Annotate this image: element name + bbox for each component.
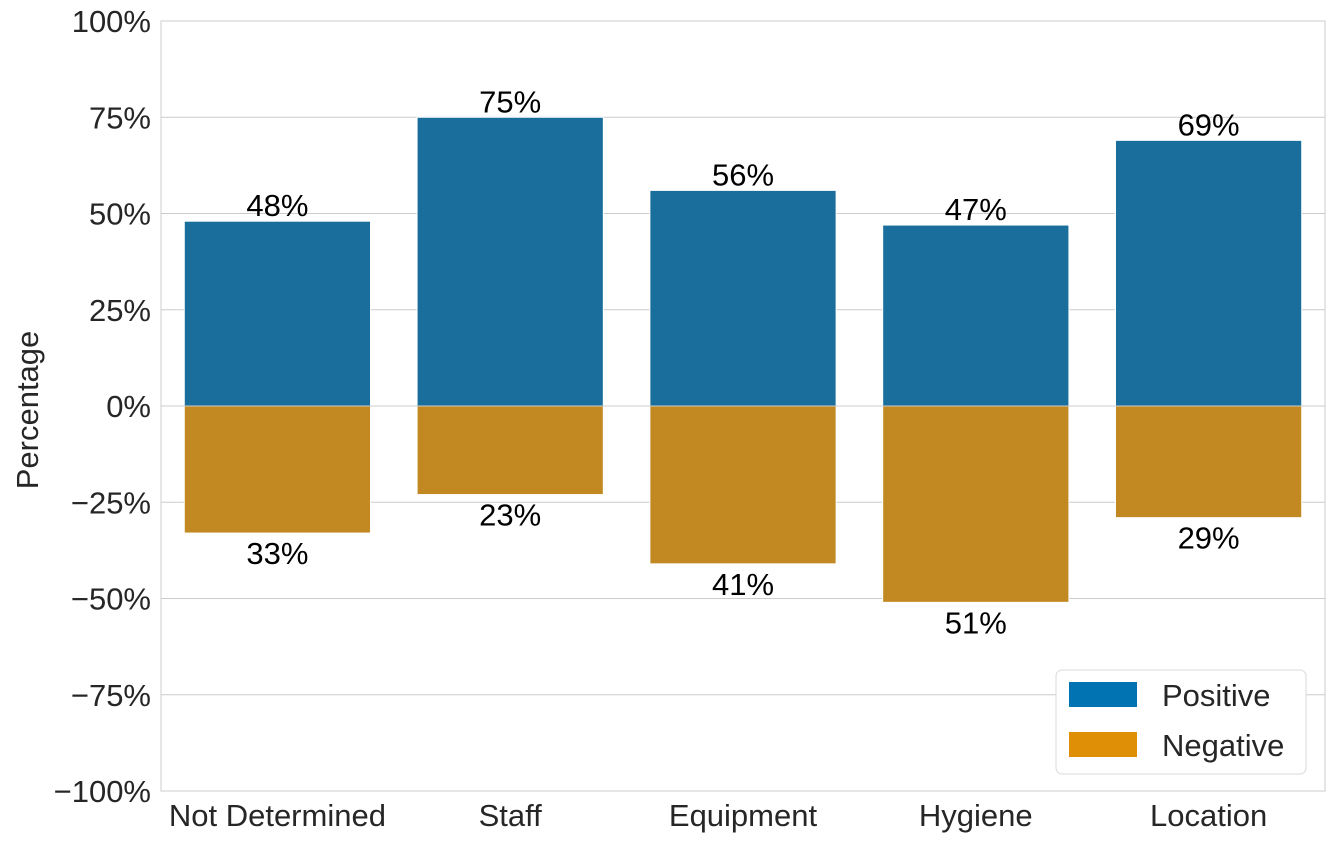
legend-label-negative: Negative	[1162, 728, 1284, 763]
data-label-positive: 75%	[479, 84, 541, 119]
bar-positive	[1114, 139, 1303, 407]
bar-negative	[1114, 405, 1303, 519]
y-tick-label: −25%	[71, 485, 151, 520]
legend-label-positive: Positive	[1162, 678, 1271, 713]
y-tick-label: 100%	[72, 4, 151, 39]
y-tick-label: 0%	[106, 389, 151, 424]
bar-positive	[882, 224, 1070, 407]
bar-positive	[649, 189, 837, 407]
bar-negative	[882, 405, 1070, 603]
bar-negative	[649, 405, 837, 565]
legend-swatch-negative	[1069, 732, 1137, 757]
data-label-positive: 48%	[246, 188, 308, 223]
data-label-negative: 51%	[945, 605, 1007, 640]
bars	[161, 116, 1325, 603]
y-axis-title: Percentage	[10, 331, 45, 490]
data-label-positive: 47%	[945, 192, 1007, 227]
y-tick-label: 75%	[89, 100, 151, 135]
x-tick-label: Equipment	[669, 798, 818, 833]
y-tick-label: −75%	[71, 678, 151, 713]
bar-negative	[183, 405, 372, 534]
x-tick-label: Staff	[479, 798, 543, 833]
x-tick-label: Location	[1150, 798, 1267, 833]
x-tick-label: Hygiene	[919, 798, 1033, 833]
legend: Positive Negative	[1055, 669, 1307, 775]
x-axis-ticks: Not Determined Staff Equipment Hygiene Locat…	[169, 798, 1267, 833]
y-tick-label: 50%	[89, 197, 151, 232]
bar-positive	[183, 220, 372, 407]
x-tick-label: Not Determined	[169, 798, 386, 833]
y-tick-label: 25%	[89, 293, 151, 328]
data-label-negative: 33%	[246, 536, 308, 571]
y-axis-ticks: −100% −75% −50% −25% 0% 25% 50% 75% 100%	[54, 4, 151, 809]
data-label-positive: 56%	[712, 157, 774, 192]
data-labels: 48% 33% 75% 23% 56% 41% 47% 51% 69% 29%	[246, 84, 1239, 640]
legend-swatch-positive	[1069, 682, 1137, 707]
data-label-positive: 69%	[1178, 107, 1240, 142]
data-label-negative: 41%	[712, 567, 774, 602]
y-tick-label: −50%	[71, 582, 151, 617]
data-label-negative: 23%	[479, 498, 541, 533]
data-label-negative: 29%	[1178, 521, 1240, 556]
bar-negative	[416, 405, 604, 496]
bar-positive	[416, 116, 604, 407]
y-tick-label: −100%	[54, 774, 151, 809]
